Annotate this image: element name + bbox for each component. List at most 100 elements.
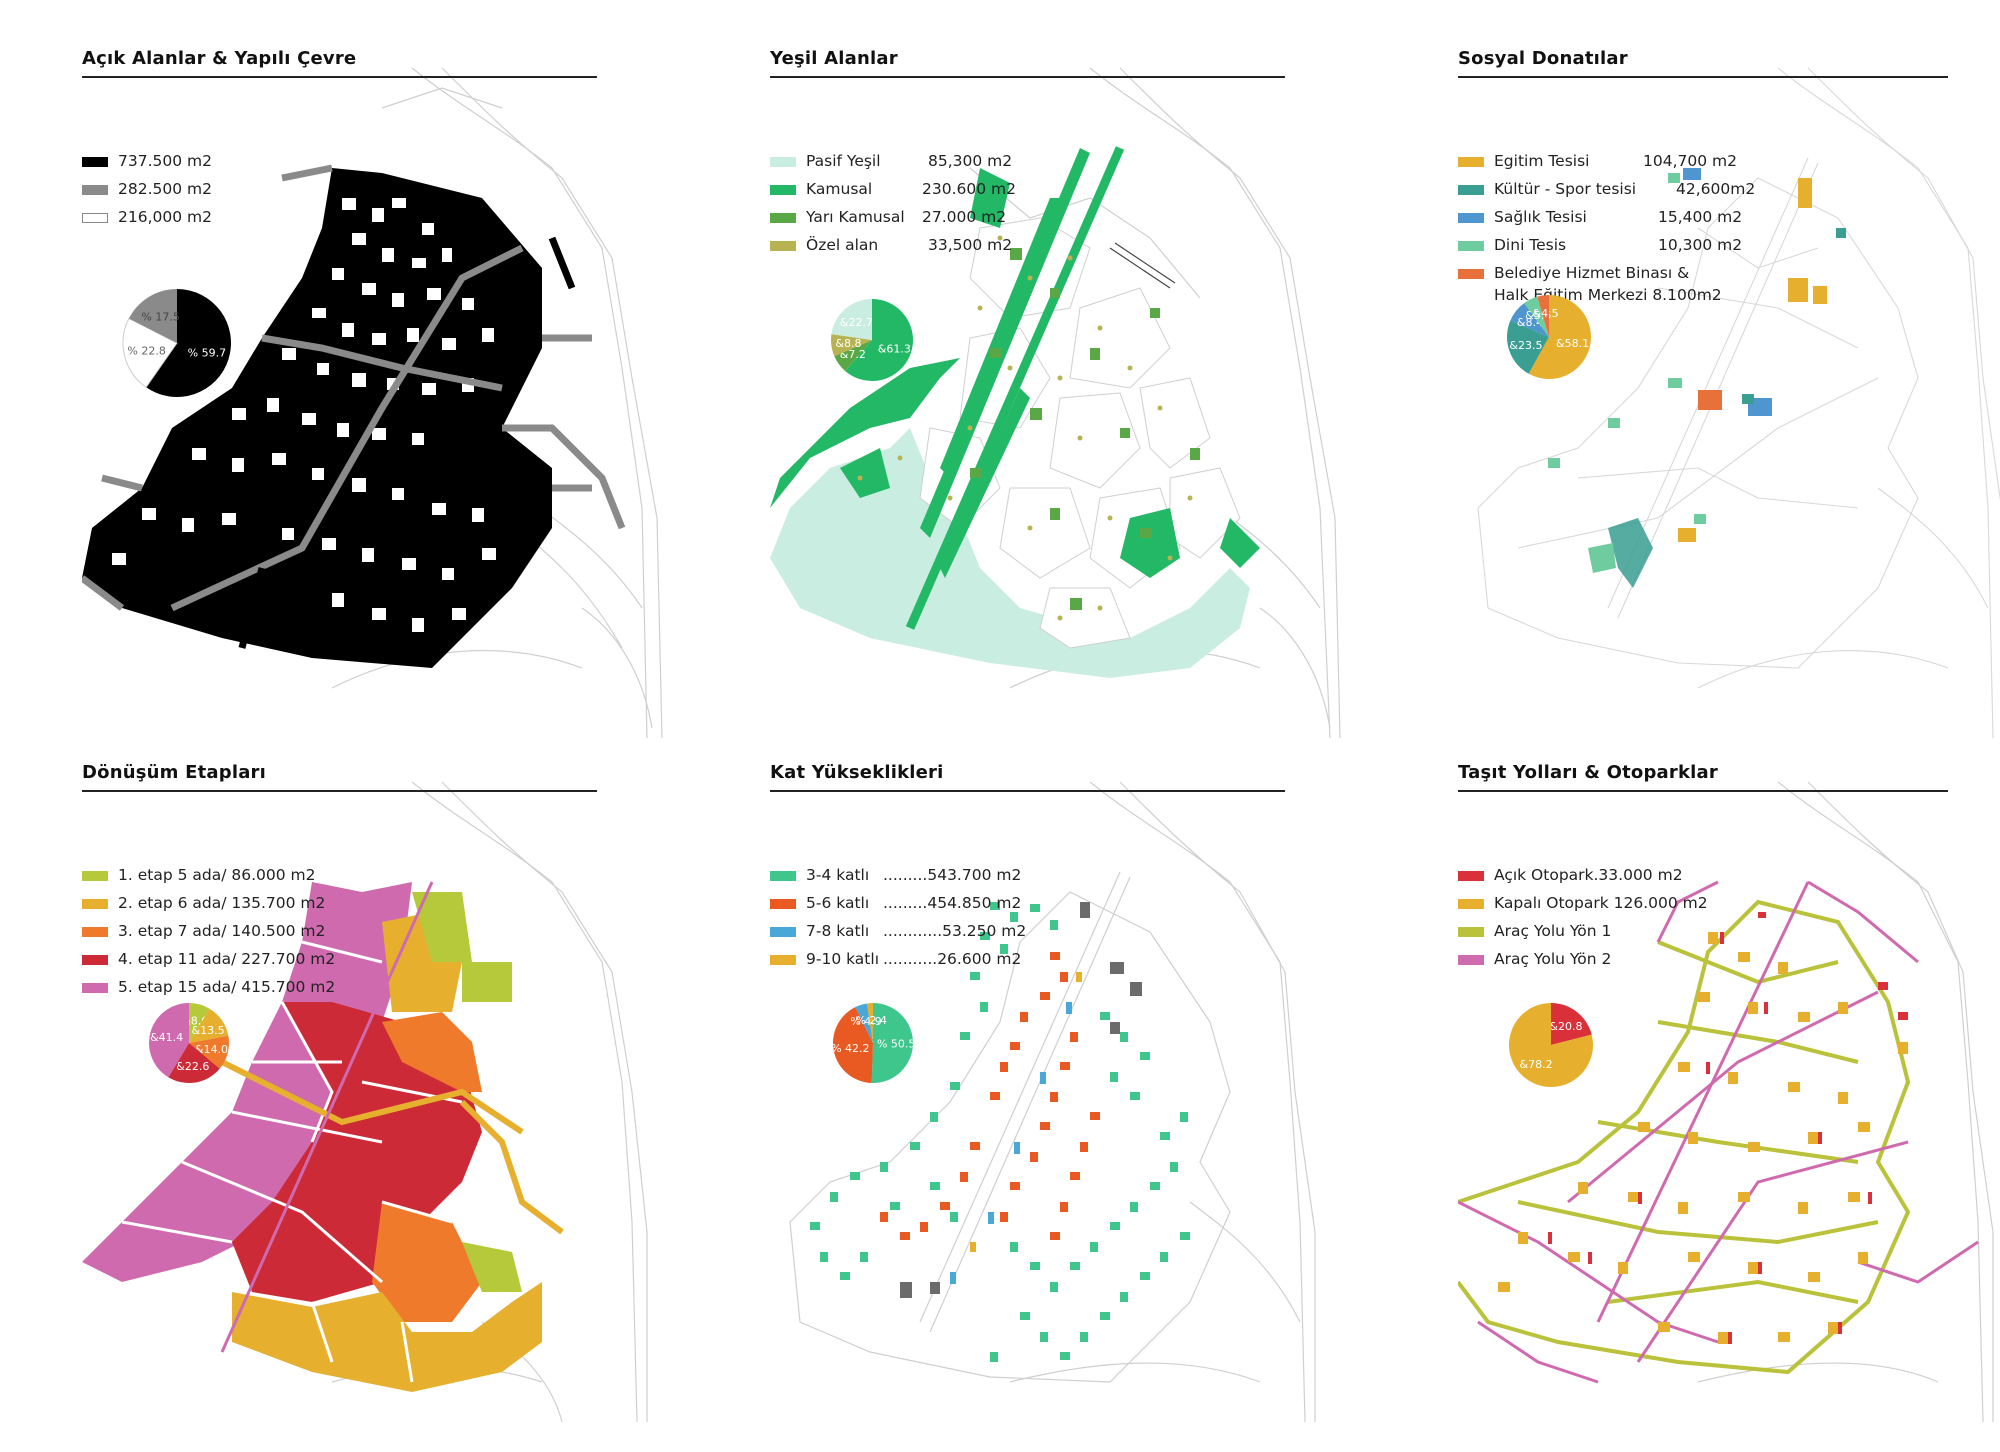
- title-divider: [770, 76, 1285, 78]
- panel-title: Yeşil Alanlar: [770, 48, 898, 69]
- panel-open-space: Açık Alanlar & Yapılı Çevre 737.500 m2 2…: [82, 48, 702, 738]
- heights-7-8: [950, 1002, 1072, 1284]
- legend-swatch: [82, 871, 108, 881]
- legend-swatch: [82, 899, 108, 909]
- legend-swatch: [82, 927, 108, 937]
- pie-slice: [189, 1008, 229, 1043]
- legend-label: Belediye Hizmet Binası &: [1494, 264, 1690, 282]
- legend-label: 737.500 m2: [118, 152, 212, 170]
- pie-slice: [1528, 295, 1591, 379]
- open-parking: [1548, 912, 1908, 1344]
- road-direction-2: [1458, 880, 1979, 1384]
- legend-label: Açık Otopark.33.000 m2: [1494, 866, 1683, 884]
- pie-slice: [189, 1035, 229, 1069]
- pie-slice: [189, 1003, 210, 1043]
- legend-swatch: [1458, 871, 1484, 881]
- pie-slice-label: &8.8: [835, 337, 861, 350]
- legend-value: .........454.850 m2: [883, 894, 1022, 912]
- panel-phases: Dönüşüm Etapları 1. etap 5 ada/ 86.000 m…: [82, 762, 702, 1452]
- legend-swatch-white: [82, 213, 108, 223]
- legend-swatch: [82, 955, 108, 965]
- pie-slice-label: &13.5: [192, 1024, 225, 1037]
- legend-swatch-grey: [82, 185, 108, 195]
- pie-slice: [831, 299, 872, 340]
- panel-social-facilities: Sosyal Donatılar Egitim Tesisi 104,700 m…: [1458, 48, 2000, 738]
- map-roads-parking: [1458, 781, 1994, 1423]
- phase-5: [82, 882, 412, 1282]
- facility-markers: [1548, 168, 1846, 588]
- panel-roads-parking: Taşıt Yolları & Otoparklar Açık Otopark.…: [1458, 762, 2000, 1452]
- pie-slice-label: % 59.7: [188, 346, 226, 359]
- pie-chart: % 50.5 % 42.2 % 4.9% 2.4: [832, 1003, 914, 1083]
- title-divider: [82, 790, 597, 792]
- legend-swatch: [1458, 213, 1484, 223]
- pie-slice-label: % 50.5: [877, 1037, 914, 1050]
- legend-swatch: [770, 955, 796, 965]
- legend-label: Yarı Kamusal: [806, 208, 905, 226]
- map-open-space: [82, 67, 663, 738]
- pie-slice-label: &58.1: [1556, 337, 1589, 350]
- pie-slice-label: &41.4: [150, 1031, 183, 1044]
- phase-1: [412, 892, 472, 962]
- legend-label: Araç Yolu Yön 2: [1494, 950, 1612, 968]
- legend-label: 2. etap 6 ada/ 135.700 m2: [118, 894, 326, 912]
- legend-value: 85,300 m2: [928, 152, 1013, 170]
- legend-swatch: [82, 983, 108, 993]
- legend-label: Egitim Tesisi: [1494, 152, 1590, 170]
- pie-slice-label: &23.5: [1509, 339, 1542, 352]
- pie-slice-label: % 22.8: [127, 345, 165, 358]
- legend-label: 5-6 katlı: [806, 894, 870, 912]
- pie-slice-label: % 42.2: [832, 1042, 870, 1055]
- pie-slice-label: &78.2: [1520, 1058, 1553, 1071]
- legend-value: 10,300 m2: [1658, 236, 1743, 254]
- legend-label: Kapalı Otopark 126.000 m2: [1494, 894, 1708, 912]
- title-divider: [1458, 790, 1948, 792]
- building-blocks: [112, 198, 496, 632]
- legend-label: Araç Yolu Yön 1: [1494, 922, 1612, 940]
- pie-chart: &8.6&13.5&14.0&22.6&41.4: [149, 1003, 229, 1083]
- pie-slice: [1524, 296, 1549, 337]
- pie-slice: [866, 1003, 873, 1043]
- private-green: [857, 235, 1193, 621]
- legend-swatch: [770, 185, 796, 195]
- pie-chart: &20.8&78.2: [1509, 1003, 1593, 1087]
- pie-slice-label: % 2.4: [856, 1014, 887, 1027]
- legend-label: 5. etap 15 ada/ 415.700 m2: [118, 978, 336, 996]
- title-divider: [1458, 76, 1948, 78]
- map-building-heights: [789, 781, 1316, 1423]
- passive-green: [770, 428, 1250, 678]
- panel-title: Açık Alanlar & Yapılı Çevre: [82, 48, 357, 69]
- legend-swatch-black: [82, 157, 108, 167]
- closed-parking: [1498, 932, 1908, 1344]
- legend-value: ............53.250 m2: [883, 922, 1027, 940]
- legend-swatch: [1458, 269, 1484, 279]
- legend-swatch: [770, 241, 796, 251]
- pie-slice: [149, 1003, 189, 1078]
- pie-slice: [1509, 1003, 1593, 1087]
- pie-slice: [1507, 320, 1549, 374]
- pie-slice-label: &7.2: [840, 348, 866, 361]
- road-direction-1: [1458, 899, 1911, 1375]
- panel-green-areas: Yeşil Alanlar Pasif Yeşil 85,300 m2 Kamu…: [770, 48, 1390, 738]
- pie-slice: [146, 289, 232, 397]
- pie-slice: [128, 289, 177, 343]
- legend-value: 15,400 m2: [1658, 208, 1743, 226]
- legend-label: Pasif Yeşil: [806, 152, 881, 170]
- legend-swatch: [770, 899, 796, 909]
- pie-slice: [845, 299, 913, 381]
- map-phases: [82, 781, 648, 1423]
- legend-value: 27.000 m2: [922, 208, 1007, 226]
- legend-label: 216,000 m2: [118, 208, 212, 226]
- legend-swatch: [1458, 899, 1484, 909]
- panel-title: Dönüşüm Etapları: [82, 762, 266, 783]
- legend-label: Sağlık Tesisi: [1494, 208, 1587, 226]
- phase-3b: [372, 1202, 482, 1322]
- pie-slice-label: % 17.5: [141, 310, 179, 323]
- pie-slice-label: &14.0: [195, 1043, 228, 1056]
- title-divider: [82, 76, 597, 78]
- pie-chart: &58.1&23.5&8.4&5.6&4.5: [1507, 295, 1591, 379]
- legend-value: ...........26.600 m2: [883, 950, 1022, 968]
- panel-building-heights: Kat Yükseklikleri 3-4 katlı .........543…: [770, 762, 1390, 1452]
- pie-slice-label: &20.8: [1549, 1020, 1582, 1033]
- legend-swatch: [1458, 185, 1484, 195]
